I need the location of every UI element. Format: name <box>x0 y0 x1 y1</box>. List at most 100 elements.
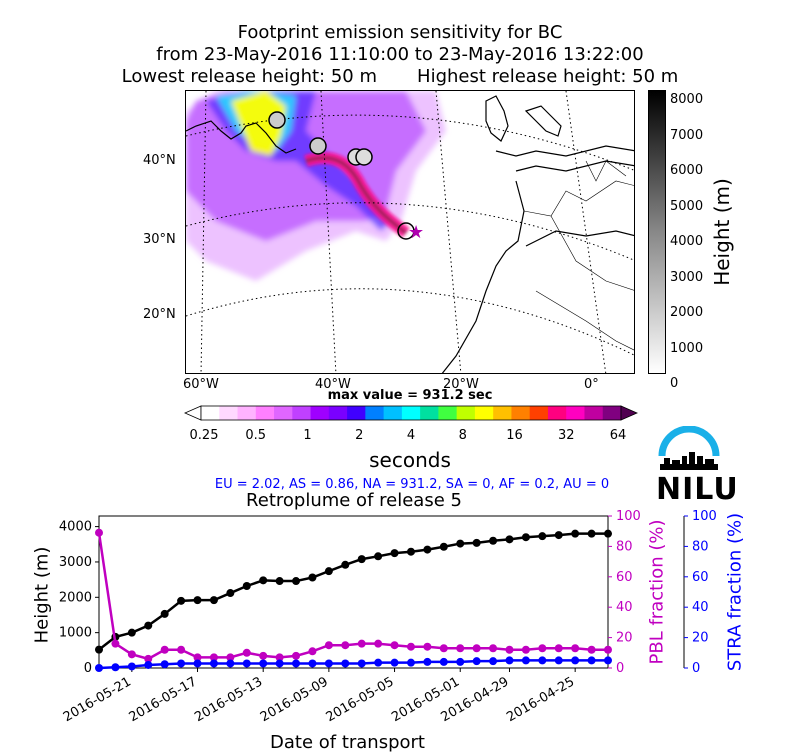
data-point <box>489 536 498 545</box>
data-point <box>587 645 596 654</box>
footprint-plume <box>186 91 446 281</box>
seconds-tick: 64 <box>609 428 627 443</box>
colorbar-bin <box>255 406 275 420</box>
y3-tick-label: 80 <box>692 539 709 554</box>
data-point <box>423 642 432 651</box>
y2-tick-label: 20 <box>616 631 633 646</box>
data-point <box>489 657 498 666</box>
data-point <box>308 647 317 656</box>
data-point <box>308 659 317 668</box>
chart-title-line-3: Lowest release height: 50 m Highest rele… <box>121 66 679 87</box>
colorbar-bin <box>566 406 585 420</box>
data-point <box>439 644 448 653</box>
chart-title-line-2: from 23-May-2016 11:10:00 to 23-May-2016… <box>156 44 644 65</box>
data-point <box>604 529 612 538</box>
seconds-tick: 8 <box>458 428 467 443</box>
colorbar-bin <box>420 406 439 420</box>
data-point <box>423 657 432 666</box>
data-point <box>554 644 563 653</box>
lon-label-20w: 20°W <box>443 377 479 392</box>
release-star-icon: ★ <box>408 222 424 243</box>
colorbar-bin <box>529 406 549 420</box>
height-tick: 7000 <box>670 127 704 143</box>
data-point <box>390 658 399 667</box>
x-tick-label: 2016-05-13 <box>192 674 265 725</box>
retroplume-chart: 0100020003000400002040608010002040608010… <box>59 509 717 725</box>
height-colorbar-label: Height (m) <box>710 178 734 286</box>
data-point <box>390 641 399 650</box>
y2-tick-label: 60 <box>616 570 633 585</box>
data-point <box>95 528 103 537</box>
data-point <box>259 576 268 585</box>
data-point <box>95 664 103 672</box>
data-point <box>604 645 612 654</box>
y-tick-label: 4000 <box>59 520 92 535</box>
data-point <box>275 659 284 668</box>
data-point <box>538 656 547 665</box>
colorbar-bin <box>237 406 257 420</box>
data-point <box>177 645 186 654</box>
data-point <box>144 654 153 663</box>
data-point <box>554 531 563 540</box>
data-point <box>209 596 218 605</box>
y2-tick-label: 80 <box>616 539 633 554</box>
seconds-colorbar-ticks: 0.25 0.5 1 2 4 8 16 32 64 <box>183 428 639 446</box>
data-point <box>209 653 218 662</box>
colorbar-bin <box>547 406 567 420</box>
nilu-logo: NILU <box>656 425 738 507</box>
y2-tick-label: 100 <box>616 509 641 524</box>
retroplume-title: Retroplume of release 5 <box>246 490 462 511</box>
release-markers <box>268 111 415 240</box>
data-point <box>472 538 481 547</box>
y-axis-label: Height (m) <box>31 546 53 644</box>
data-point <box>95 645 103 654</box>
data-point <box>193 653 202 662</box>
y3-tick-label: 20 <box>692 631 709 646</box>
lon-label-40w: 40°W <box>315 377 351 392</box>
colorbar-bin <box>602 406 622 420</box>
x-tick-label: 2016-05-09 <box>258 674 331 725</box>
data-point <box>341 641 350 650</box>
data-point <box>341 560 350 569</box>
data-point <box>456 644 465 653</box>
data-point <box>505 656 514 665</box>
country-borders <box>523 160 634 351</box>
coastlines <box>186 95 634 373</box>
colorbar-bin <box>383 406 403 420</box>
map-canvas: ★ <box>186 91 634 373</box>
colorbar-bin <box>201 406 220 420</box>
data-point <box>275 653 284 662</box>
series-line <box>98 659 608 670</box>
seconds-tick: 0.25 <box>189 428 219 443</box>
seconds-tick: 16 <box>506 428 523 443</box>
chart-title-line-1: Footprint emission sensitivity for BC <box>237 22 563 43</box>
height-tick: 2000 <box>670 305 704 320</box>
data-point <box>439 657 448 666</box>
colorbar-bin <box>328 406 348 420</box>
y3-tick-label: 40 <box>692 600 709 615</box>
data-point <box>193 596 202 605</box>
data-point <box>341 659 350 668</box>
region-fractions: EU = 2.02, AS = 0.86, NA = 931.2, SA = 0… <box>214 477 610 492</box>
data-point <box>242 659 251 668</box>
colorbar-bin <box>219 406 239 420</box>
data-point <box>111 663 120 672</box>
x-tick-label: 2016-05-21 <box>61 674 134 725</box>
data-point <box>521 645 530 654</box>
data-point <box>357 659 366 668</box>
data-point <box>160 645 169 654</box>
data-point <box>292 659 301 668</box>
data-point <box>587 529 596 538</box>
data-point <box>374 639 383 648</box>
height-tick: 0 <box>670 376 679 391</box>
lon-label-60w: 60°W <box>183 377 219 392</box>
data-point <box>177 596 186 605</box>
data-point <box>374 658 383 667</box>
height-tick: 8000 <box>670 92 704 107</box>
y-tick-label: 3000 <box>59 555 92 570</box>
colorbar-bin <box>511 406 531 420</box>
x-tick-label: 2016-05-17 <box>127 674 200 725</box>
colorbar-bin <box>292 406 312 420</box>
seconds-tick: 1 <box>303 428 312 443</box>
nilu-logo-text: NILU <box>656 472 739 507</box>
